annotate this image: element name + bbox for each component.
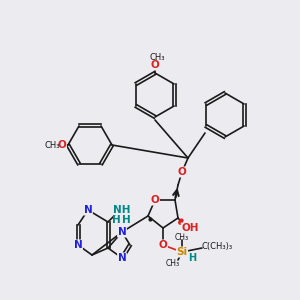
- Text: O: O: [178, 167, 186, 177]
- Text: C(CH₃)₃: C(CH₃)₃: [202, 242, 233, 251]
- Text: OH: OH: [181, 223, 199, 233]
- Text: N: N: [118, 227, 126, 237]
- Text: H: H: [188, 253, 196, 263]
- Text: O: O: [58, 140, 66, 150]
- Text: N: N: [84, 205, 92, 215]
- Text: N: N: [74, 240, 82, 250]
- Text: CH₃: CH₃: [175, 232, 189, 242]
- Text: NH: NH: [113, 205, 131, 215]
- Text: N: N: [118, 253, 126, 263]
- Text: O: O: [151, 195, 159, 205]
- Text: O: O: [159, 240, 167, 250]
- Text: Si: Si: [176, 247, 188, 257]
- Text: CH₃: CH₃: [149, 52, 165, 62]
- Text: H: H: [122, 215, 130, 225]
- Text: H: H: [112, 215, 120, 225]
- Text: CH₃: CH₃: [166, 260, 180, 268]
- Text: O: O: [151, 60, 159, 70]
- Text: CH₃: CH₃: [44, 140, 60, 149]
